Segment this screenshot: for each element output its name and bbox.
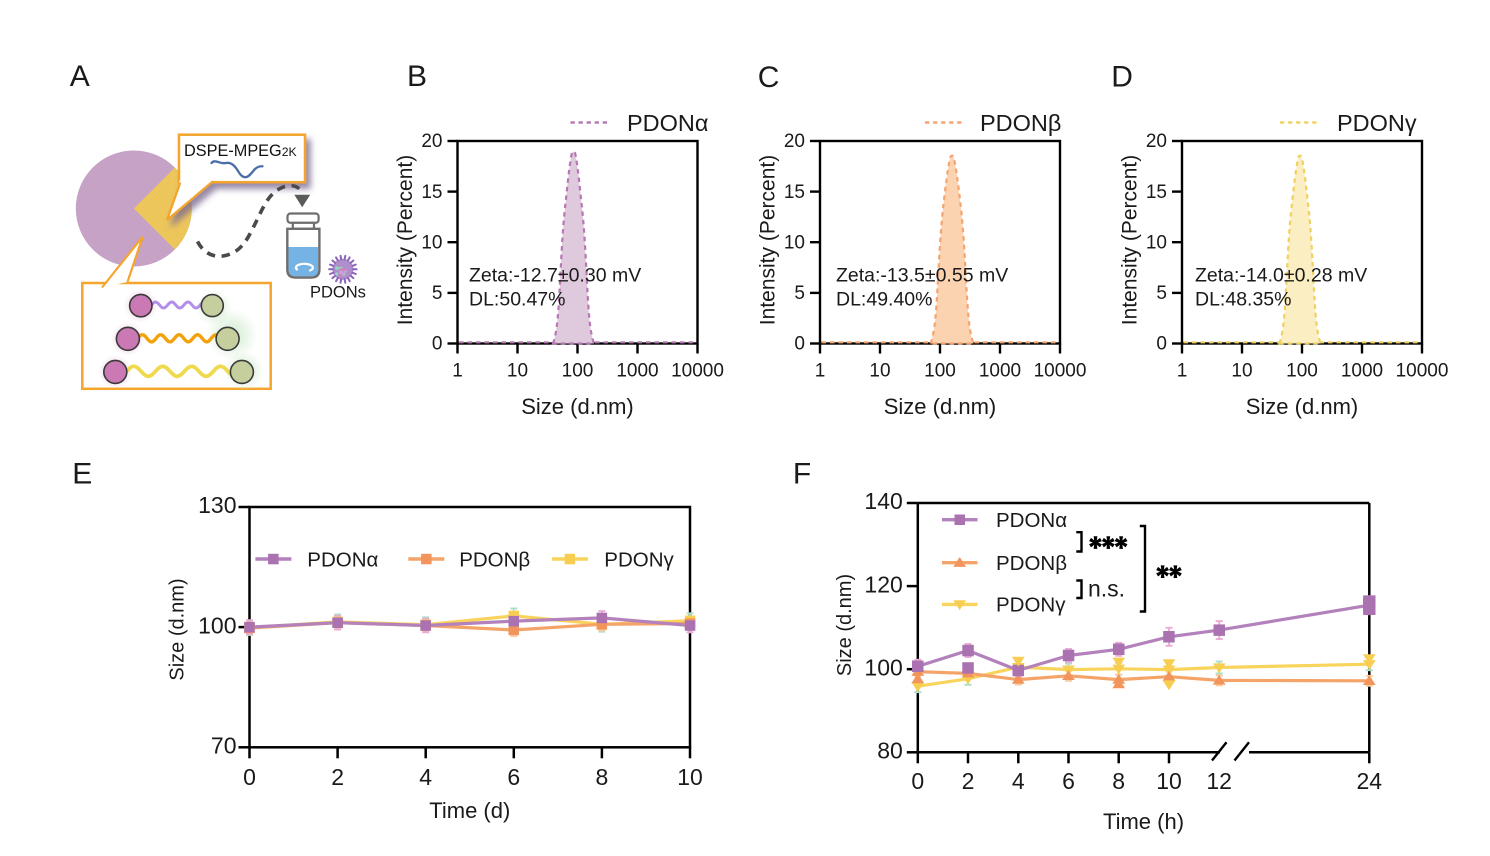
svg-text:0: 0: [432, 334, 443, 355]
svg-text:PDONγ: PDONγ: [604, 549, 674, 572]
svg-text:6: 6: [507, 764, 520, 790]
svg-text:10: 10: [677, 764, 703, 790]
svg-text:10000: 10000: [1034, 361, 1087, 382]
svg-text:PDONα: PDONα: [627, 110, 708, 136]
svg-text:Intensity (Percent): Intensity (Percent): [1119, 155, 1142, 325]
svg-text:100: 100: [1286, 361, 1318, 382]
svg-text:Time (h): Time (h): [1103, 809, 1184, 834]
svg-text:Size (d.nm): Size (d.nm): [884, 394, 996, 419]
svg-text:24: 24: [1357, 768, 1383, 794]
svg-text:10: 10: [421, 232, 442, 253]
svg-text:2: 2: [962, 768, 975, 794]
svg-text:PDONα: PDONα: [996, 509, 1067, 532]
svg-text:1: 1: [815, 361, 826, 382]
svg-text:12: 12: [1206, 768, 1232, 794]
svg-text:0: 0: [794, 334, 805, 355]
svg-text:10: 10: [1231, 361, 1252, 382]
svg-text:B: B: [407, 60, 427, 93]
svg-text:PDONα: PDONα: [307, 549, 378, 572]
svg-text:15: 15: [784, 182, 805, 203]
svg-text:Size (d.nm): Size (d.nm): [166, 578, 188, 680]
svg-text:80: 80: [877, 738, 903, 764]
svg-text:8: 8: [596, 764, 609, 790]
svg-text:100: 100: [562, 361, 594, 382]
svg-text:2: 2: [331, 764, 344, 790]
svg-text:1000: 1000: [616, 361, 658, 382]
svg-text:10: 10: [869, 361, 890, 382]
svg-text:5: 5: [1156, 283, 1167, 304]
svg-text:1000: 1000: [979, 361, 1021, 382]
svg-text:PDONγ: PDONγ: [1337, 110, 1417, 136]
svg-text:10: 10: [1146, 232, 1167, 253]
svg-text:15: 15: [1146, 182, 1167, 203]
svg-text:5: 5: [794, 283, 805, 304]
svg-text:10000: 10000: [671, 361, 724, 382]
svg-text:E: E: [72, 458, 92, 491]
svg-text:10: 10: [507, 361, 528, 382]
svg-text:120: 120: [864, 571, 902, 597]
svg-text:10: 10: [1156, 768, 1182, 794]
svg-text:DL:48.35%: DL:48.35%: [1195, 289, 1291, 311]
svg-text:Zeta:-14.0±0.28 mV: Zeta:-14.0±0.28 mV: [1195, 265, 1367, 287]
svg-text:DSPE-MPEG2K: DSPE-MPEG2K: [184, 142, 297, 160]
svg-text:4: 4: [419, 764, 432, 790]
svg-text:DL:50.47%: DL:50.47%: [469, 289, 565, 311]
svg-text:100: 100: [924, 361, 956, 382]
svg-text:0: 0: [243, 764, 256, 790]
svg-text:PDONγ: PDONγ: [996, 594, 1066, 617]
svg-text:10: 10: [784, 232, 805, 253]
svg-text:15: 15: [421, 182, 442, 203]
svg-text:Size (d.nm): Size (d.nm): [1246, 394, 1358, 419]
svg-text:Time (d): Time (d): [429, 798, 510, 823]
svg-text:1: 1: [452, 361, 463, 382]
svg-text:140: 140: [864, 488, 902, 514]
svg-text:10000: 10000: [1396, 361, 1449, 382]
svg-text:PDONβ: PDONβ: [459, 549, 530, 572]
svg-text:1: 1: [1177, 361, 1188, 382]
svg-text:70: 70: [211, 733, 237, 759]
svg-text:0: 0: [1156, 334, 1167, 355]
svg-text:20: 20: [784, 131, 805, 152]
svg-text:20: 20: [421, 131, 442, 152]
svg-text:D: D: [1111, 61, 1133, 94]
svg-text:Zeta:-13.5±0.55 mV: Zeta:-13.5±0.55 mV: [836, 265, 1008, 287]
svg-text:A: A: [70, 60, 90, 93]
svg-text:4: 4: [1012, 768, 1025, 794]
svg-text:20: 20: [1146, 131, 1167, 152]
svg-text:DL:49.40%: DL:49.40%: [836, 289, 932, 311]
svg-text:8: 8: [1112, 768, 1125, 794]
svg-text:Zeta:-12.7±0.30 mV: Zeta:-12.7±0.30 mV: [469, 265, 641, 287]
svg-text:6: 6: [1062, 768, 1075, 794]
svg-text:PDONβ: PDONβ: [996, 552, 1067, 575]
svg-text:PDONβ: PDONβ: [980, 110, 1061, 136]
svg-text:Size (d.nm): Size (d.nm): [834, 574, 856, 676]
svg-text:F: F: [793, 458, 811, 491]
svg-text:n.s.: n.s.: [1088, 576, 1125, 602]
svg-text:5: 5: [432, 283, 443, 304]
svg-text:100: 100: [864, 654, 902, 680]
svg-text:C: C: [758, 61, 780, 94]
svg-text:PDONs: PDONs: [310, 284, 366, 302]
svg-text:Intensity (Percent): Intensity (Percent): [757, 155, 780, 325]
svg-text:1000: 1000: [1341, 361, 1383, 382]
svg-text:0: 0: [911, 768, 924, 794]
svg-text:100: 100: [198, 612, 236, 638]
svg-text:Intensity (Percent): Intensity (Percent): [394, 155, 417, 325]
svg-text:130: 130: [198, 492, 236, 518]
svg-text:Size (d.nm): Size (d.nm): [521, 394, 633, 419]
